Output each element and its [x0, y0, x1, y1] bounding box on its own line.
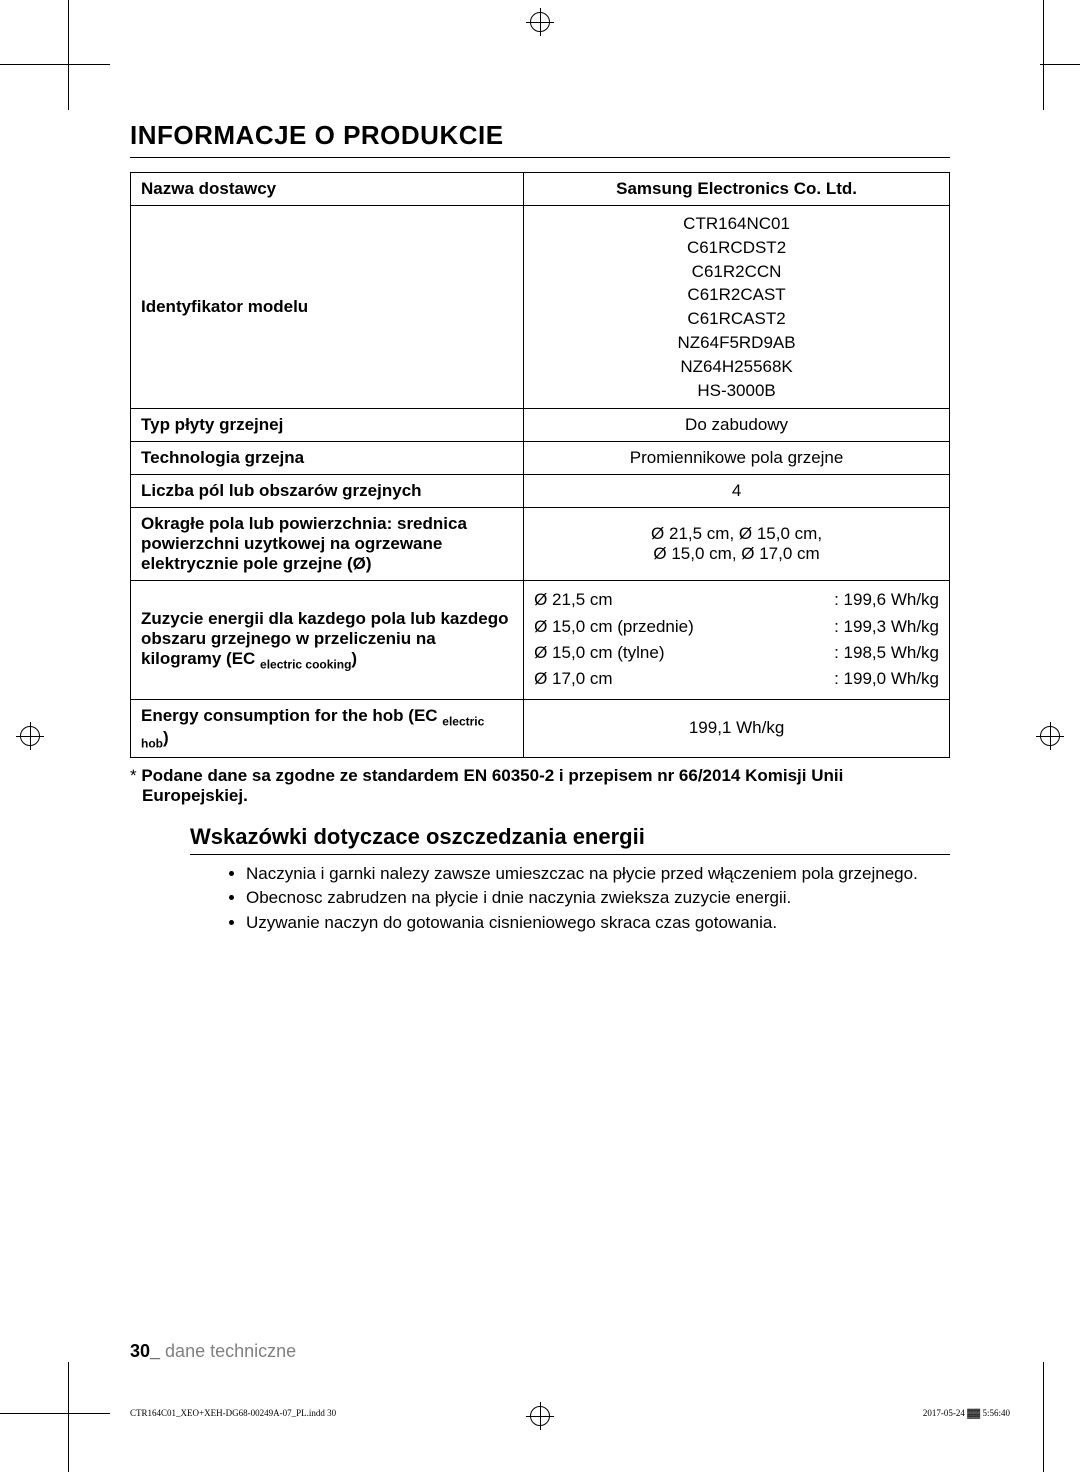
print-footer-right: 2017-05-24 ▓▓ 5:56:40 — [923, 1408, 1010, 1418]
page-number: 30_ — [130, 1341, 160, 1361]
section-title: INFORMACJE O PRODUKCIE — [130, 120, 950, 158]
table-value-cell: 4 — [524, 475, 950, 508]
table-value-cell: Ø 21,5 cm: 199,6 Wh/kgØ 15,0 cm (przedni… — [524, 581, 950, 699]
energy-tips-heading: Wskazówki dotyczace oszczedzania energii — [190, 824, 950, 855]
table-value-cell: Samsung Electronics Co. Ltd. — [524, 173, 950, 206]
table-label-cell: Nazwa dostawcy — [131, 173, 524, 206]
footer-section-label: dane techniczne — [160, 1341, 296, 1361]
table-row: Zuzycie energii dla kazdego pola lub kaz… — [131, 581, 950, 699]
page-footer: 30_ dane techniczne — [130, 1341, 296, 1362]
table-row: Liczba pól lub obszarów grzejnych4 — [131, 475, 950, 508]
table-label-cell: Energy consumption for the hob (EC elect… — [131, 699, 524, 757]
energy-tips-list: Naczynia i garnki nalezy zawsze umieszcz… — [220, 863, 950, 936]
table-row: Okragłe pola lub powierzchnia: srednica … — [131, 508, 950, 581]
crop-mark — [1043, 1362, 1044, 1472]
list-item: Naczynia i garnki nalezy zawsze umieszcz… — [246, 863, 950, 886]
table-label-cell: Zuzycie energii dla kazdego pola lub kaz… — [131, 581, 524, 699]
crop-mark — [68, 1362, 69, 1472]
footnote-text: * Podane dane sa zgodne ze standardem EN… — [130, 766, 950, 806]
crop-mark — [0, 64, 110, 65]
list-item: Uzywanie naczyn do gotowania cisnieniowe… — [246, 912, 950, 935]
list-item: Obecnosc zabrudzen na płycie i dnie nacz… — [246, 887, 950, 910]
table-value-cell: Do zabudowy — [524, 409, 950, 442]
table-row: Identyfikator modeluCTR164NC01C61RCDST2C… — [131, 206, 950, 409]
crop-mark — [1043, 0, 1044, 110]
table-label-cell: Typ płyty grzejnej — [131, 409, 524, 442]
table-label-cell: Okragłe pola lub powierzchnia: srednica … — [131, 508, 524, 581]
page-content: INFORMACJE O PRODUKCIE Nazwa dostawcySam… — [130, 120, 950, 937]
table-label-cell: Technologia grzejna — [131, 442, 524, 475]
registration-mark-icon — [1036, 722, 1064, 750]
table-value-cell: Promiennikowe pola grzejne — [524, 442, 950, 475]
registration-mark-icon — [526, 8, 554, 36]
crop-mark — [68, 0, 69, 110]
table-row: Technologia grzejnaPromiennikowe pola gr… — [131, 442, 950, 475]
registration-mark-icon — [16, 722, 44, 750]
table-value-cell: 199,1 Wh/kg — [524, 699, 950, 757]
table-label-cell: Identyfikator modelu — [131, 206, 524, 409]
table-row: Energy consumption for the hob (EC elect… — [131, 699, 950, 757]
table-value-cell: Ø 21,5 cm, Ø 15,0 cm,Ø 15,0 cm, Ø 17,0 c… — [524, 508, 950, 581]
table-row: Nazwa dostawcySamsung Electronics Co. Lt… — [131, 173, 950, 206]
product-info-table: Nazwa dostawcySamsung Electronics Co. Lt… — [130, 172, 950, 758]
crop-mark — [1040, 64, 1080, 65]
table-label-cell: Liczba pól lub obszarów grzejnych — [131, 475, 524, 508]
table-row: Typ płyty grzejnejDo zabudowy — [131, 409, 950, 442]
table-value-cell: CTR164NC01C61RCDST2C61R2CCNC61R2CASTC61R… — [524, 206, 950, 409]
registration-mark-icon — [526, 1402, 554, 1430]
print-footer-left: CTR164C01_XEO+XEH-DG68-00249A-07_PL.indd… — [130, 1408, 336, 1418]
crop-mark — [0, 1413, 110, 1414]
